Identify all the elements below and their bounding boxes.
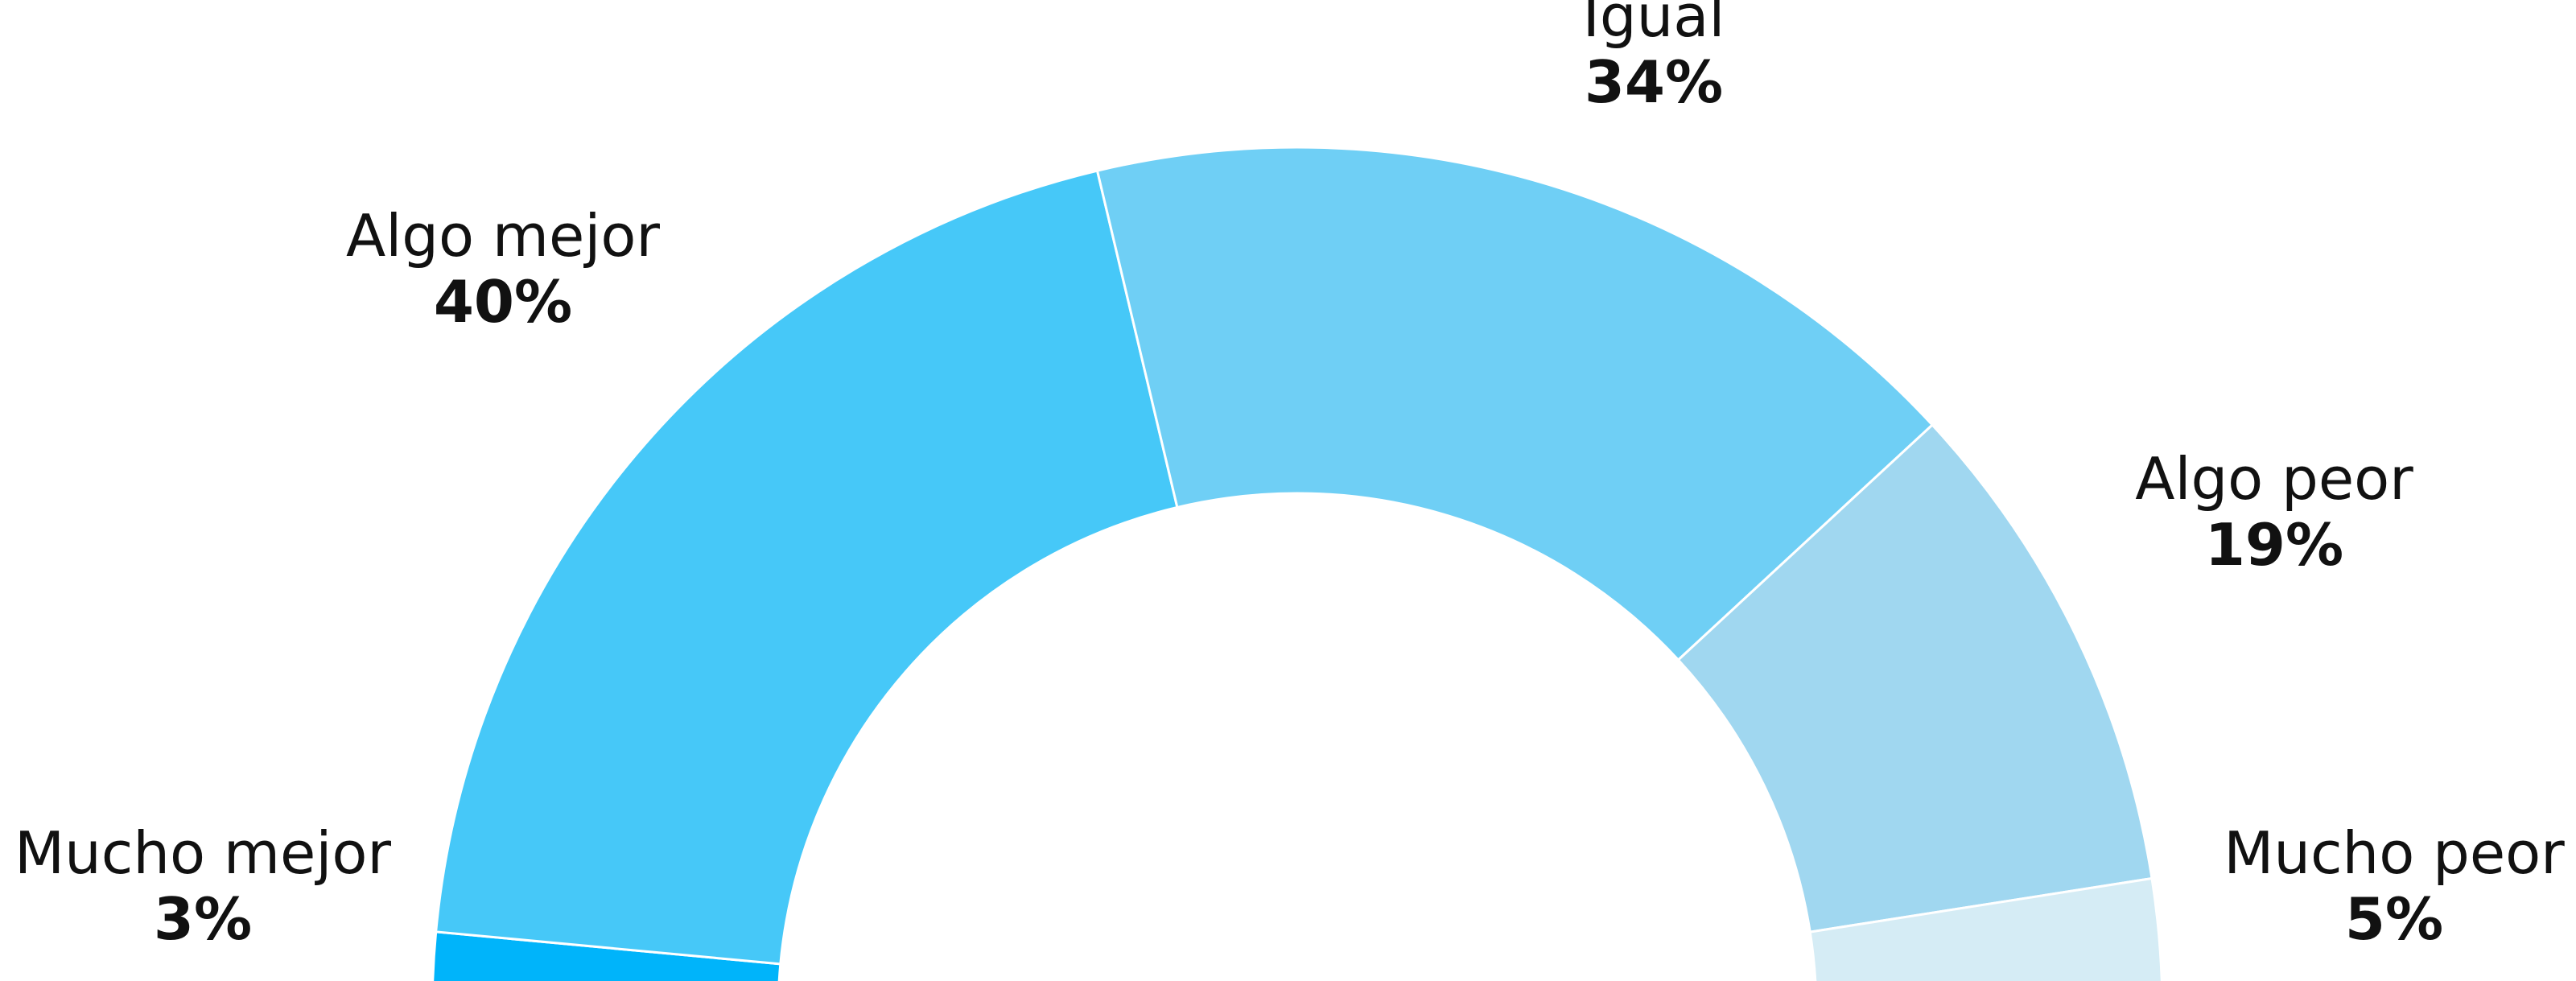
- slice-label: Igual: [1583, 0, 1725, 50]
- slice-algo-peor: [1676, 422, 2154, 934]
- slice-label: Mucho peor: [2224, 819, 2565, 887]
- slice-value-label: 3%: [154, 885, 252, 953]
- slice-label: Mucho mejor: [14, 819, 391, 887]
- slices-group: [431, 146, 2163, 981]
- slice-label: Algo mejor: [346, 202, 660, 270]
- slice-igual: [1095, 146, 1935, 662]
- slice-value-label: 19%: [2205, 511, 2343, 579]
- slice-value-label: 5%: [2345, 885, 2443, 953]
- slice-label: Algo peor: [2135, 445, 2413, 513]
- slice-mucho-peor: [1808, 876, 2163, 981]
- slice-value-label: 40%: [434, 268, 572, 336]
- slice-value-label: 34%: [1585, 48, 1723, 116]
- slice-algo-mejor: [435, 169, 1179, 966]
